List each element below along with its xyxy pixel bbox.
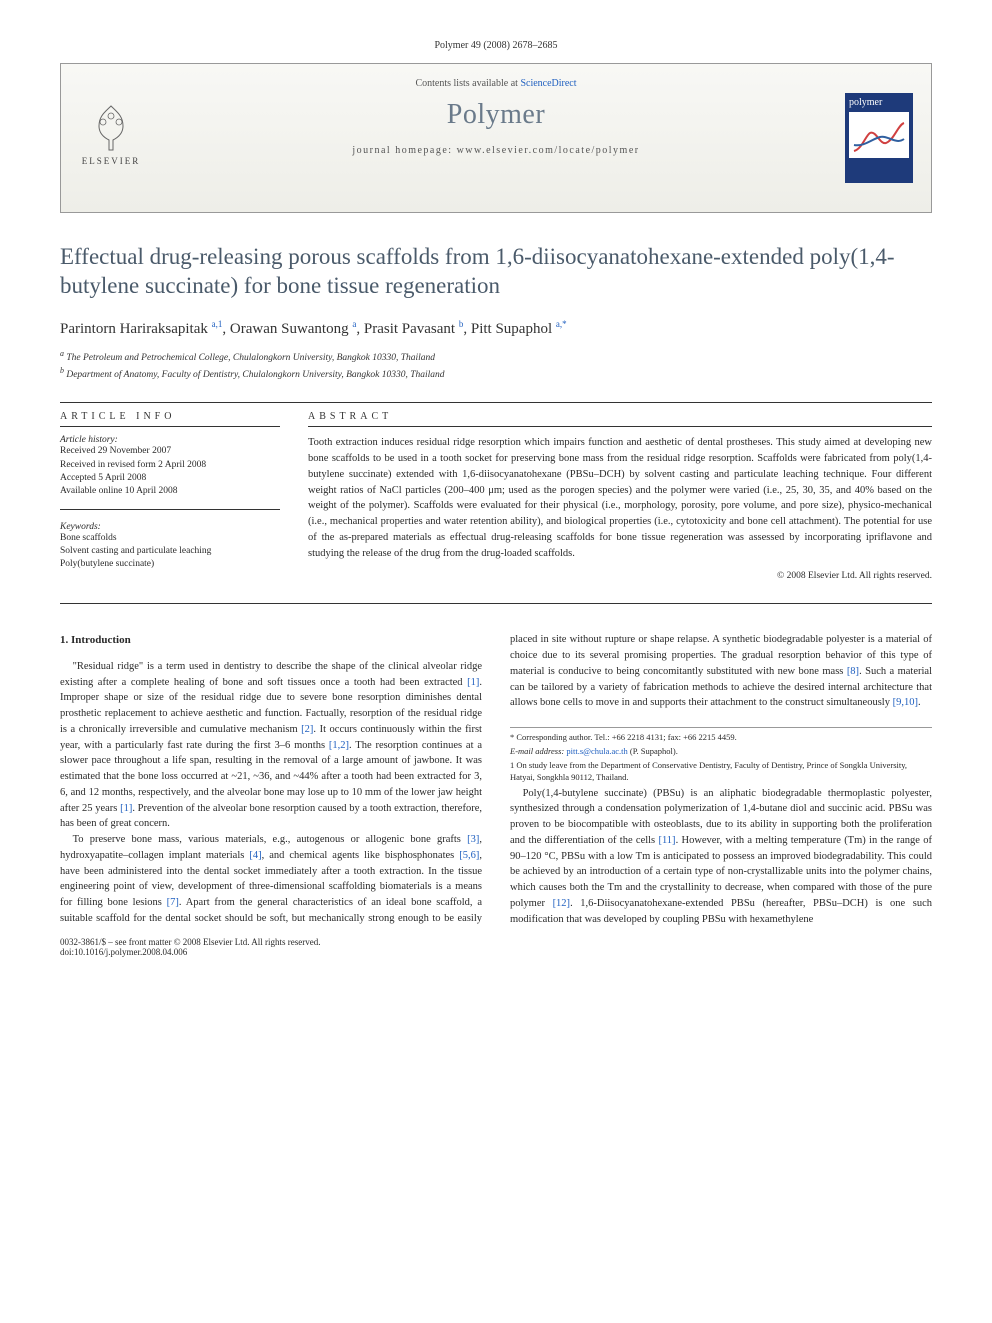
authors-line: Parintorn Hariraksapitak a,1, Orawan Suw… [60, 319, 932, 338]
page-root: Polymer 49 (2008) 2678–2685 ELSEVIER Con… [0, 0, 992, 997]
journal-name: Polymer [81, 99, 911, 131]
keyword: Bone scaffolds [60, 532, 280, 545]
running-header: Polymer 49 (2008) 2678–2685 [60, 40, 932, 51]
doi-line: doi:10.1016/j.polymer.2008.04.006 [60, 947, 321, 957]
sciencedirect-link[interactable]: ScienceDirect [520, 78, 576, 89]
abstract-text: Tooth extraction induces residual ridge … [308, 435, 932, 561]
article-title: Effectual drug-releasing porous scaffold… [60, 243, 932, 301]
divider [60, 603, 932, 604]
keyword: Poly(butylene succinate) [60, 558, 280, 571]
divider [60, 509, 280, 510]
elsevier-logo: ELSEVIER [79, 102, 143, 174]
cover-graphic [849, 112, 909, 158]
email-line: E-mail address: pitt.s@chula.ac.th (P. S… [510, 746, 932, 758]
corresponding-email-link[interactable]: pitt.s@chula.ac.th [566, 746, 627, 756]
abstract-column: ABSTRACT Tooth extraction induces residu… [308, 411, 932, 581]
body-para: Poly(1,4-butylene succinate) (PBSu) is a… [510, 786, 932, 928]
footnotes: * Corresponding author. Tel.: +66 2218 4… [510, 727, 932, 784]
email-label: E-mail address: [510, 746, 564, 756]
affiliation-a: a The Petroleum and Petrochemical Colleg… [60, 348, 932, 365]
body-columns: 1. Introduction "Residual ridge" is a te… [60, 632, 932, 927]
body-para: "Residual ridge" is a term used in denti… [60, 659, 482, 832]
affiliations: a The Petroleum and Petrochemical Colleg… [60, 348, 932, 383]
front-matter-line: 0032-3861/$ – see front matter © 2008 El… [60, 937, 321, 947]
footer-left: 0032-3861/$ – see front matter © 2008 El… [60, 937, 321, 957]
cover-title: polymer [849, 97, 909, 108]
journal-homepage: journal homepage: www.elsevier.com/locat… [81, 145, 911, 156]
homepage-prefix: journal homepage: [352, 145, 456, 156]
meta-block: ARTICLE INFO Article history: Received 2… [60, 411, 932, 581]
contents-line: Contents lists available at ScienceDirec… [81, 78, 911, 89]
history-item: Accepted 5 April 2008 [60, 472, 280, 485]
abstract-copyright: © 2008 Elsevier Ltd. All rights reserved… [308, 571, 932, 581]
footnote-1: 1 On study leave from the Department of … [510, 760, 932, 784]
history-item: Available online 10 April 2008 [60, 485, 280, 498]
article-info-head: ARTICLE INFO [60, 411, 280, 427]
elsevier-wordmark: ELSEVIER [79, 156, 143, 166]
journal-cover-thumb: polymer [845, 93, 913, 183]
abstract-head: ABSTRACT [308, 411, 932, 427]
article-info-column: ARTICLE INFO Article history: Received 2… [60, 411, 280, 581]
corresponding-author-note: * Corresponding author. Tel.: +66 2218 4… [510, 732, 932, 744]
affiliation-b: b Department of Anatomy, Faculty of Dent… [60, 365, 932, 382]
history-item: Received in revised form 2 April 2008 [60, 459, 280, 472]
homepage-url: www.elsevier.com/locate/polymer [457, 145, 640, 156]
elsevier-tree-icon [87, 102, 135, 154]
page-footer: 0032-3861/$ – see front matter © 2008 El… [60, 937, 932, 957]
section-head-intro: 1. Introduction [60, 632, 482, 649]
keywords-label: Keywords: [60, 522, 280, 532]
history-label: Article history: [60, 435, 280, 445]
history-item: Received 29 November 2007 [60, 445, 280, 458]
contents-prefix: Contents lists available at [415, 78, 520, 89]
divider [60, 402, 932, 403]
keyword: Solvent casting and particulate leaching [60, 545, 280, 558]
journal-banner: ELSEVIER Contents lists available at Sci… [60, 63, 932, 213]
email-suffix: (P. Supaphol). [630, 746, 678, 756]
